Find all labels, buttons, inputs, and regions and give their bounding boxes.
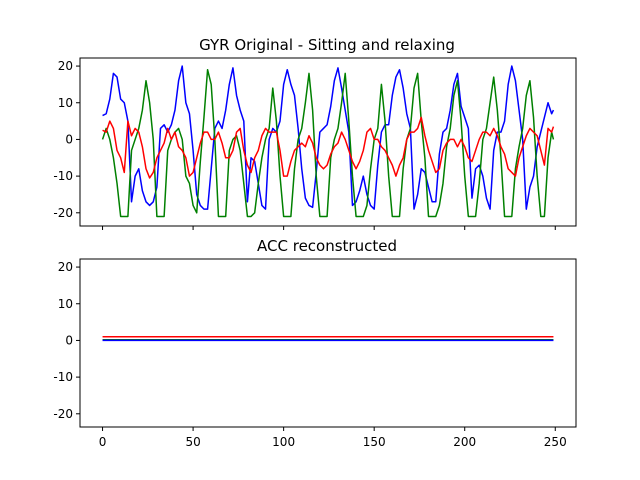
y-tick-label: 0 bbox=[65, 333, 73, 347]
y-tick-label: -10 bbox=[53, 370, 73, 384]
y-tick-label: -20 bbox=[53, 206, 73, 220]
y-tick-label: 10 bbox=[58, 96, 73, 110]
ticks-layer: 20 10 0 -10 -20 bbox=[53, 59, 556, 230]
x-tick-label: 150 bbox=[363, 435, 386, 449]
x-tick-label: 250 bbox=[544, 435, 567, 449]
x-tick-label: 0 bbox=[99, 435, 107, 449]
plot-frame bbox=[79, 258, 577, 428]
series-layer bbox=[101, 65, 555, 218]
subplot-title: GYR Original - Sitting and relaxing bbox=[199, 36, 455, 54]
y-tick-label: -20 bbox=[53, 407, 73, 421]
y-tick-label: 20 bbox=[58, 59, 73, 73]
series-line-2 bbox=[102, 116, 555, 179]
x-tick-label: 100 bbox=[272, 435, 295, 449]
plot-frame bbox=[79, 57, 577, 227]
y-tick-label: 0 bbox=[65, 132, 73, 146]
y-tick-label: -10 bbox=[53, 169, 73, 183]
subplot-title: ACC reconstructed bbox=[257, 237, 397, 255]
y-tick-label: 20 bbox=[58, 260, 73, 274]
x-tick-label: 200 bbox=[453, 435, 476, 449]
series-layer bbox=[102, 336, 554, 342]
y-tick-label: 10 bbox=[58, 297, 73, 311]
subplot-gyr-original: GYR Original - Sitting and relaxing 20 10… bbox=[53, 36, 577, 230]
series-line-0 bbox=[102, 65, 555, 210]
x-tick-label: 50 bbox=[185, 435, 200, 449]
series-line-1 bbox=[101, 68, 555, 218]
